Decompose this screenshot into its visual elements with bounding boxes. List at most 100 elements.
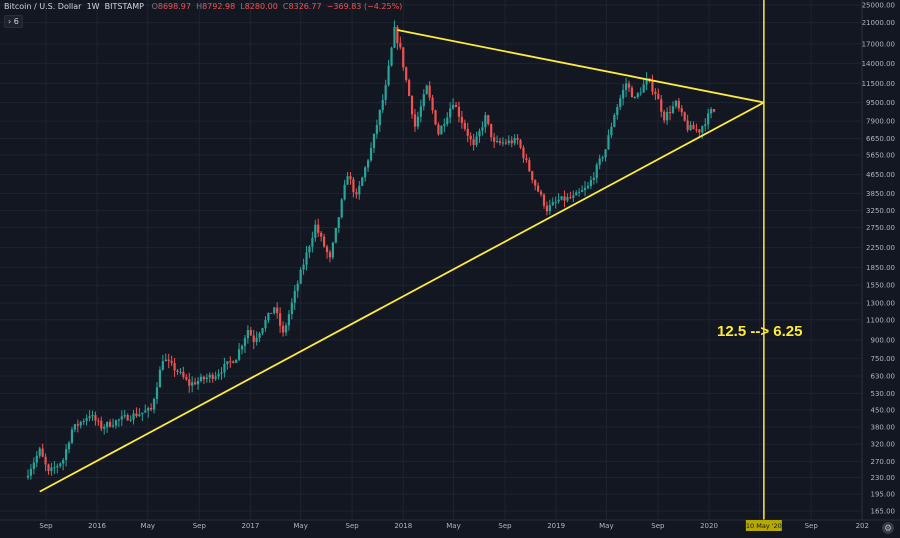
candle-body: [569, 197, 572, 199]
candle-body: [141, 412, 144, 415]
candle: [103, 424, 106, 435]
candle: [525, 153, 528, 163]
candle: [38, 446, 41, 459]
candle-body: [604, 149, 607, 158]
candle: [651, 74, 654, 96]
candle-body: [364, 167, 367, 178]
y-tick-label: 9500.00: [866, 99, 895, 107]
candle-body: [205, 377, 208, 380]
candle-body: [607, 135, 610, 150]
y-tick-label: 1550.00: [866, 282, 895, 290]
candle: [478, 128, 481, 143]
candle: [290, 298, 293, 320]
candle: [542, 193, 546, 209]
candle-body: [616, 107, 619, 116]
candle: [619, 94, 622, 111]
candle-body: [270, 312, 273, 314]
candle: [402, 47, 405, 71]
candle-body: [534, 179, 537, 186]
indicators-toggle[interactable]: › 6: [4, 15, 23, 28]
candle: [677, 97, 680, 112]
symbol-title[interactable]: Bitcoin / U.S. Dollar: [4, 2, 82, 11]
candle: [320, 230, 323, 242]
candle-body: [686, 120, 689, 130]
candle-body: [97, 420, 100, 422]
candle-body: [440, 125, 443, 135]
high-value: 8792.98: [202, 2, 236, 11]
price-axis[interactable]: 25000.00 21000.00 17000.00 14000.00 11500.00…: [861, 0, 895, 520]
candle-body: [144, 410, 147, 413]
candle: [129, 415, 132, 422]
candle-body: [531, 171, 534, 180]
candle: [246, 325, 249, 344]
candle-body: [147, 407, 150, 411]
candle: [381, 94, 384, 114]
candle-body: [466, 128, 469, 136]
candle: [117, 418, 120, 428]
x-tick-label: 2018: [394, 522, 412, 530]
candle: [636, 91, 639, 99]
x-tick-label: 2020: [700, 522, 718, 530]
y-tick-label: 2750.00: [866, 224, 895, 232]
candle-body: [65, 449, 68, 461]
candle-body: [586, 185, 590, 188]
candle-body: [437, 124, 440, 135]
candle: [144, 404, 147, 413]
candle-body: [484, 115, 487, 128]
x-tick-label: May: [446, 522, 460, 530]
candle: [147, 406, 150, 418]
candle-body: [161, 361, 164, 370]
y-tick-label: 1300.00: [866, 299, 895, 307]
upper-trendline[interactable]: [397, 29, 765, 104]
candle: [240, 344, 244, 355]
candle: [460, 110, 463, 129]
candle: [267, 312, 270, 324]
candle: [308, 245, 311, 259]
candle-body: [135, 413, 138, 417]
candle-body: [79, 421, 82, 426]
candle: [59, 462, 62, 469]
candle: [695, 123, 698, 133]
candle-body: [454, 104, 458, 107]
candle: [279, 307, 282, 333]
candle: [346, 171, 349, 185]
candle-body: [507, 140, 510, 144]
candle: [598, 154, 601, 170]
candle: [126, 413, 129, 421]
candle-body: [188, 379, 191, 386]
candle: [372, 133, 376, 153]
trendline-drawings[interactable]: [39, 0, 765, 520]
candle: [663, 109, 666, 124]
candle: [425, 84, 428, 95]
time-axis[interactable]: Sep 2016 May Sep 2017 May Sep 2018 May Sep 2019 May…: [0, 519, 900, 530]
candle-body: [563, 196, 566, 201]
candle: [237, 342, 241, 362]
candle-body: [314, 224, 317, 238]
settings-gear-icon[interactable]: ⚙: [882, 522, 894, 534]
candle-body: [446, 117, 449, 125]
candle: [572, 190, 575, 203]
candle: [188, 372, 191, 393]
candle: [560, 196, 563, 201]
candle: [331, 241, 334, 260]
candle: [56, 463, 59, 474]
candle-body: [281, 325, 285, 333]
candle-body: [337, 217, 340, 228]
candle-body: [490, 123, 493, 138]
candle: [709, 107, 713, 119]
candle-body: [537, 185, 540, 192]
interval-label[interactable]: 1W: [86, 2, 100, 11]
candle-body: [194, 382, 197, 385]
candle-body: [525, 158, 528, 161]
candle-body: [50, 467, 53, 472]
candle: [67, 440, 71, 454]
candle: [325, 244, 329, 259]
lower-trendline[interactable]: [39, 101, 765, 493]
candlestick-series: [26, 20, 716, 480]
candle: [340, 198, 343, 219]
candle: [539, 189, 543, 197]
candle: [120, 410, 123, 426]
candle: [613, 112, 616, 128]
candle-body: [522, 147, 525, 159]
